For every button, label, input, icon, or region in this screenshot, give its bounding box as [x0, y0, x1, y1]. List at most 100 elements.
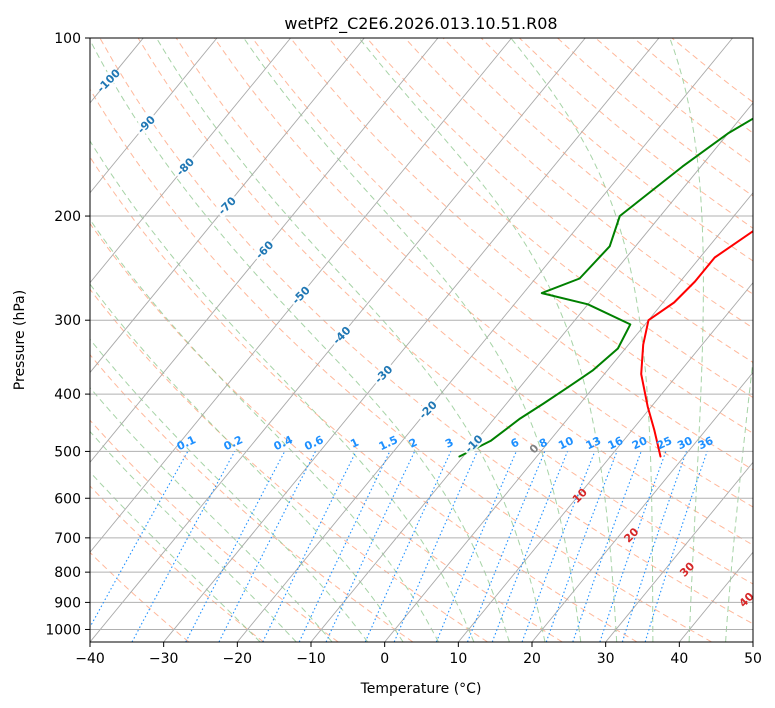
- mixing-ratio-line: [621, 451, 687, 642]
- dry-adiabat: [175, 38, 753, 546]
- moist-adiabat: [90, 430, 297, 642]
- dry-adiabat: [290, 38, 753, 434]
- moist-adiabat: [90, 218, 439, 642]
- dry-adiabat: [90, 222, 563, 642]
- isotherm: [90, 38, 439, 464]
- isotherm: [605, 461, 753, 642]
- isotherm: [236, 38, 733, 642]
- x-tick-label: 10: [449, 651, 467, 667]
- x-tick-label: −20: [223, 651, 253, 667]
- dry-adiabat: [90, 88, 712, 642]
- moist-adiabat: [243, 38, 582, 642]
- dry-adiabat: [328, 38, 753, 399]
- mixing-ratio-line: [393, 451, 478, 642]
- mixing-ratio-label: 13: [584, 434, 603, 452]
- mixing-ratio-label: 25: [655, 434, 674, 452]
- y-tick-label: 1000: [45, 622, 81, 638]
- isotherm: [310, 102, 753, 642]
- isotherm: [384, 192, 753, 642]
- isotherm-label-bg: [213, 192, 240, 219]
- dewpoint-profile: [458, 117, 753, 458]
- dry-adiabat: [90, 288, 488, 642]
- pressure-gridlines: [90, 38, 753, 630]
- x-tick-label: −10: [296, 651, 326, 667]
- dry-adiabat: [90, 551, 190, 642]
- mixing-ratio-label: 20: [630, 434, 650, 452]
- mixing-ratio-label: 16: [606, 434, 626, 452]
- mixing-ratio-line: [364, 451, 452, 642]
- moist-adiabat: [90, 283, 404, 642]
- y-tick-label: 600: [54, 491, 81, 507]
- mixing-ratio-line: [466, 451, 546, 642]
- dry-adiabat: [251, 38, 753, 471]
- moist-adiabat: [90, 338, 369, 642]
- moist-adiabat: [358, 38, 618, 642]
- mixing-ratio-line: [131, 451, 236, 642]
- isotherm: [90, 38, 512, 553]
- isotherm: [531, 371, 753, 642]
- moist-adiabats: [90, 38, 753, 642]
- plot-frame: [89, 37, 754, 643]
- dry-adiabat: [137, 38, 753, 585]
- dry-adiabats: [90, 38, 753, 642]
- dry-adiabat: [90, 419, 339, 642]
- isotherm: [90, 38, 291, 284]
- isotherm-label-bg: [132, 110, 159, 138]
- y-tick-label: 300: [54, 313, 81, 329]
- mixing-ratio-line: [90, 451, 189, 629]
- x-tick-label: −30: [149, 651, 179, 667]
- moist-adiabat: [90, 140, 475, 642]
- mixing-ratio-label: 10: [556, 434, 576, 452]
- mixing-ratio-label: 36: [696, 434, 716, 452]
- moist-adiabat: [156, 38, 546, 642]
- moist-adiabat: [90, 471, 261, 642]
- x-tick-label: 20: [523, 651, 541, 667]
- isotherm-label-bg: [460, 430, 487, 457]
- isotherm-label-bg: [171, 153, 198, 180]
- x-tick-label: 0: [380, 651, 389, 667]
- mixing-ratio-line: [545, 451, 618, 642]
- y-tick-label: 900: [54, 595, 81, 611]
- dry-adiabat: [442, 38, 753, 295]
- y-tick-label: 800: [54, 565, 81, 581]
- mixing-ratio-lines: [90, 451, 708, 642]
- mixing-ratio-line: [491, 451, 569, 642]
- moist-adiabat: [90, 39, 510, 642]
- isotherm-label-bg: [328, 321, 355, 348]
- dry-adiabat: [90, 156, 638, 642]
- mixing-ratio-line: [521, 451, 596, 642]
- isotherm-label-bg: [369, 360, 397, 387]
- y-tick-label: 100: [54, 31, 81, 47]
- moist-adiabat: [510, 38, 654, 642]
- isotherm: [163, 38, 660, 642]
- isotherm: [90, 38, 365, 374]
- isotherm-label-bg: [250, 236, 278, 263]
- x-tick-label: −40: [75, 651, 105, 667]
- dry-adiabat: [99, 38, 753, 625]
- y-tick-label: 200: [54, 209, 81, 225]
- x-axis-label: Temperature (°C): [360, 681, 482, 697]
- y-tick-label: 400: [54, 387, 81, 403]
- y-tick-label: 700: [54, 531, 81, 547]
- axes: −40 −30 −20 −10 0 10 20 30 40 50 100 200 300 400 500 60…: [45, 31, 762, 667]
- moist-adiabat: [90, 386, 333, 642]
- y-tick-label: 500: [54, 444, 81, 460]
- temperature-profile: [640, 229, 753, 458]
- mixing-ratio-line: [644, 451, 708, 642]
- isotherm-label-bg: [414, 396, 441, 423]
- dry-adiabat: [213, 38, 753, 508]
- profile-lines: [458, 117, 753, 458]
- mixing-ratio-label: 30: [675, 434, 695, 452]
- moist-adiabat: [725, 356, 753, 642]
- mixing-ratio-line: [599, 451, 667, 642]
- isotherms: [90, 38, 753, 642]
- y-axis-label: Pressure (hPa): [12, 290, 28, 390]
- isotherm-label-bg: [94, 67, 122, 94]
- dry-adiabat: [90, 485, 264, 642]
- isotherm-label-bg: [287, 281, 314, 308]
- x-tick-label: 30: [597, 651, 615, 667]
- isotherm: [457, 281, 753, 642]
- mixing-ratio-line: [218, 451, 316, 642]
